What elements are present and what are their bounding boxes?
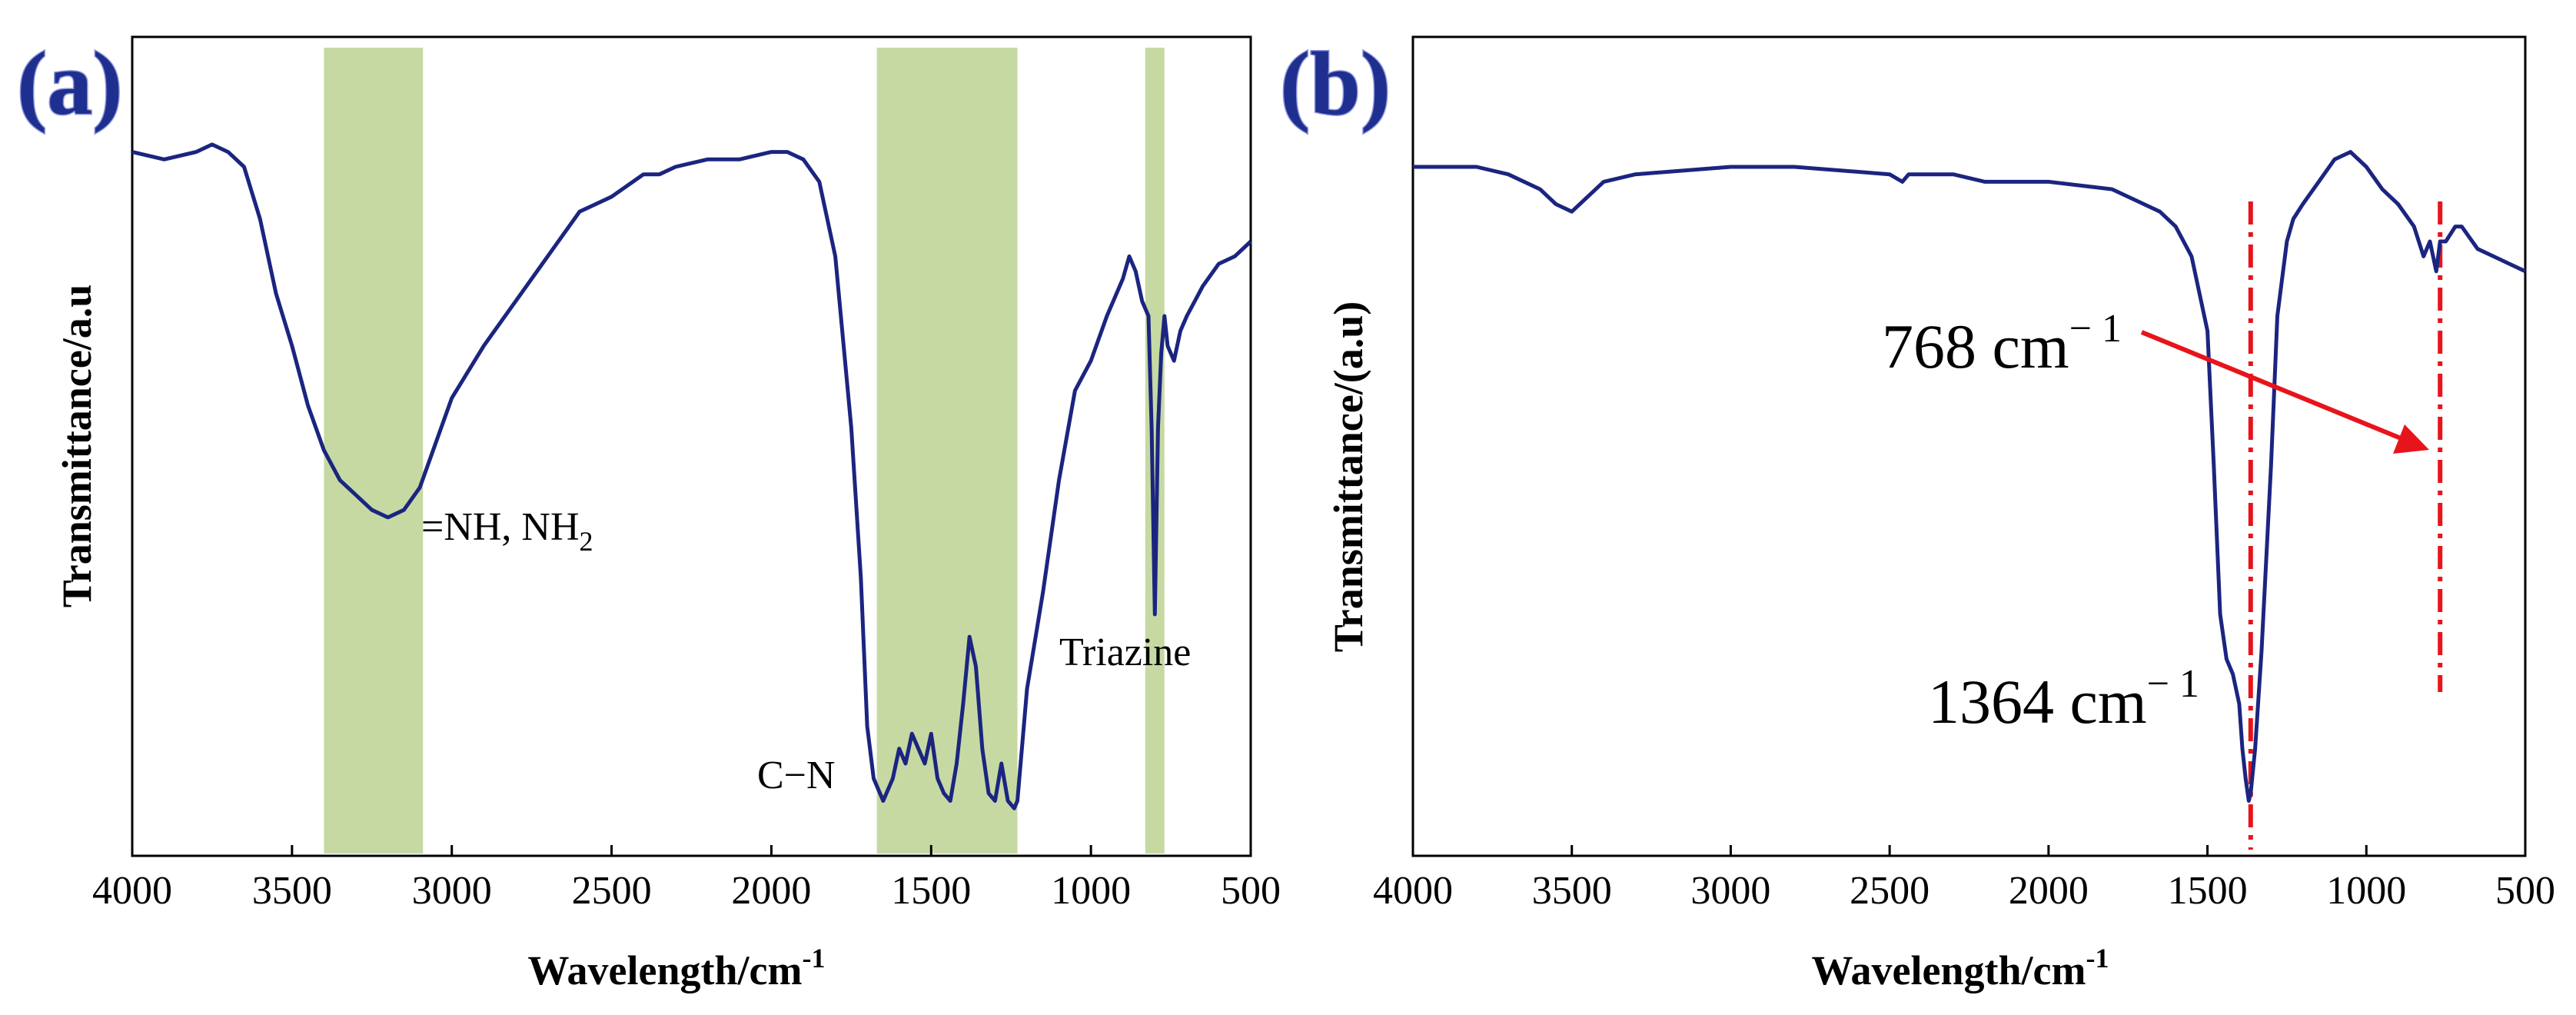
plot-frame-a xyxy=(131,35,1252,857)
arrow-768 xyxy=(2140,330,2406,442)
x-tick-label: 4000 xyxy=(92,869,172,913)
panel-a: 4000 3500 3000 2500 2000 1500 1000 500 (a) Tran… xyxy=(16,32,1281,994)
x-tick-label: 500 xyxy=(1221,869,1281,913)
annotation-nh: =NH, NH2 xyxy=(421,505,593,557)
panel-label-b: (b) xyxy=(1280,33,1391,134)
x-tick-label: 1000 xyxy=(2326,869,2406,913)
y-axis-label-a: Transmittance/a.u xyxy=(54,285,100,607)
x-tick-label: 1000 xyxy=(1051,869,1131,913)
x-tick-label: 3000 xyxy=(412,869,492,913)
x-axis-label-a: Wavelength/cm-1 xyxy=(528,943,826,993)
x-tick-label: 3000 xyxy=(1690,869,1770,913)
highlight-bands-a xyxy=(324,48,1165,854)
plot-frame-b xyxy=(1411,35,2527,857)
highlight-band-0 xyxy=(324,48,424,854)
annotation-triazine: Triazine xyxy=(1059,631,1191,674)
x-ticks-a: 4000 3500 3000 2500 2000 1500 1000 500 xyxy=(92,845,1281,913)
spectrum-line-a xyxy=(131,142,1252,810)
x-tick-label: 2000 xyxy=(2009,869,2089,913)
peak-markers-b xyxy=(2248,201,2443,850)
x-tick-label: 2000 xyxy=(731,869,811,913)
x-tick-label: 1500 xyxy=(891,869,971,913)
highlight-band-2 xyxy=(1145,48,1165,854)
panel-label-a: (a) xyxy=(17,33,123,134)
annotation-768: 768 cm− 1 xyxy=(1882,307,2122,381)
highlight-band-1 xyxy=(876,48,1018,854)
x-axis-label-b: Wavelength/cm-1 xyxy=(1812,943,2109,993)
x-tick-label: 2500 xyxy=(572,869,652,913)
x-ticks-b: 4000 3500 3000 2500 2000 1500 1000 500 xyxy=(1373,845,2555,913)
y-axis-label-b: Transmittance/(a.u) xyxy=(1325,301,1371,652)
annotation-1364: 1364 cm− 1 xyxy=(1928,662,2199,737)
x-tick-label: 1500 xyxy=(2168,869,2248,913)
x-tick-label: 4000 xyxy=(1373,869,1453,913)
x-tick-label: 3500 xyxy=(1532,869,1612,913)
arrow-head-768 xyxy=(2393,424,2429,454)
annotation-cn: C−N xyxy=(757,754,836,797)
x-tick-label: 3500 xyxy=(252,869,332,913)
x-tick-label: 2500 xyxy=(1850,869,1930,913)
spectrum-line-b xyxy=(1413,150,2527,803)
panel-b: 4000 3500 3000 2500 2000 1500 1000 500 (b) Tran… xyxy=(1279,32,2556,994)
x-tick-label: 500 xyxy=(2495,869,2555,913)
